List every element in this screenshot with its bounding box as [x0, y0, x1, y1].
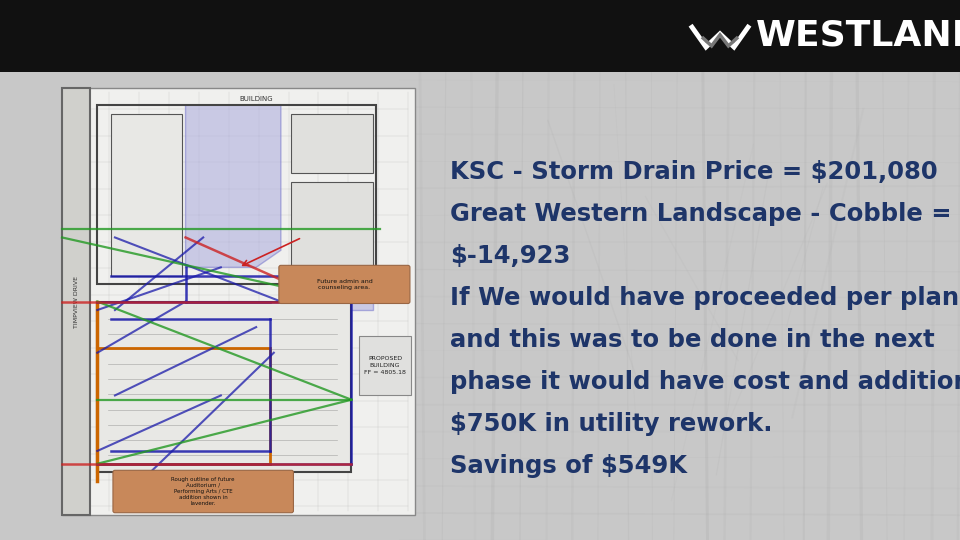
Text: Savings of $549K: Savings of $549K [450, 454, 687, 478]
Bar [292, 113, 372, 173]
Bar [97, 105, 376, 285]
Bar [292, 182, 372, 276]
Bar [97, 348, 271, 464]
Text: KSC - Storm Drain Price = $201,080: KSC - Storm Drain Price = $201,080 [450, 160, 938, 184]
Text: If We would have proceeded per plan: If We would have proceeded per plan [450, 286, 959, 310]
Polygon shape [185, 105, 281, 267]
Text: $-14,923: $-14,923 [450, 244, 570, 268]
Text: BUILDING: BUILDING [239, 96, 273, 102]
Bar [97, 301, 351, 472]
Polygon shape [97, 301, 372, 464]
Bar [168, 395, 238, 451]
Text: phase it would have cost and additional: phase it would have cost and additional [450, 370, 960, 394]
Text: $750K in utility rework.: $750K in utility rework. [450, 412, 773, 436]
Text: Rough outline of future
Auditorium /
Performing Arts / CTE
addition shown in
lav: Rough outline of future Auditorium / Per… [172, 477, 235, 507]
Text: Future admin and
counseling area.: Future admin and counseling area. [317, 279, 372, 290]
Bar [62, 88, 415, 515]
Bar [0, 0, 960, 72]
Text: and this was to be done in the next: and this was to be done in the next [450, 328, 935, 352]
Text: TIMPVIEW DRIVE: TIMPVIEW DRIVE [74, 275, 79, 327]
Text: Great Western Landscape - Cobble =: Great Western Landscape - Cobble = [450, 202, 951, 226]
FancyBboxPatch shape [278, 265, 410, 303]
Bar [62, 88, 90, 515]
Text: PROPOSED
BUILDING
FF = 4805.18: PROPOSED BUILDING FF = 4805.18 [364, 356, 406, 375]
Text: WESTLAND: WESTLAND [756, 19, 960, 53]
FancyBboxPatch shape [113, 470, 294, 513]
Bar [358, 336, 412, 395]
Bar [111, 113, 182, 276]
